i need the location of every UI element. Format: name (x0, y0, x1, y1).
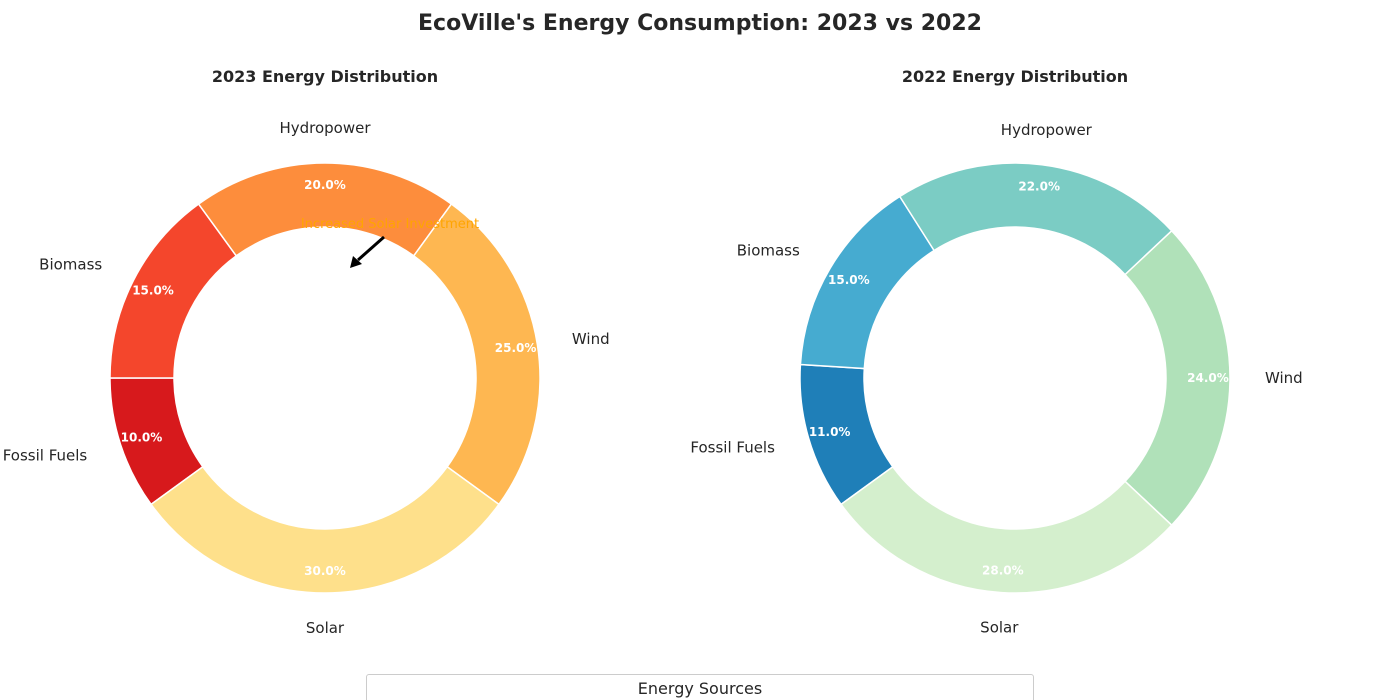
pct-label-2023-fossil-fuels: 10.0% (121, 431, 163, 445)
solar-annotation: Increased Solar Investment (301, 217, 479, 268)
category-label-2023-solar: Solar (306, 619, 345, 637)
annotation-arrow-line (357, 235, 385, 262)
category-label-2022-biomass: Biomass (737, 242, 800, 260)
pct-label-2022-wind: 24.0% (1187, 371, 1229, 385)
category-label-2023-wind: Wind (572, 330, 610, 348)
category-label-2023-hydropower: Hydropower (279, 119, 371, 137)
slice-2022-solar (840, 465, 1173, 594)
annotation-text: Increased Solar Investment (301, 217, 479, 232)
pct-label-2022-solar: 28.0% (982, 564, 1024, 578)
legend: Energy Sources (366, 674, 1034, 700)
category-label-2023-fossil-fuels: Fossil Fuels (3, 446, 88, 464)
category-label-2022-solar: Solar (980, 619, 1019, 637)
slice-2023-solar (150, 465, 500, 594)
pct-label-2022-fossil-fuels: 11.0% (809, 425, 851, 439)
legend-title: Energy Sources (637, 679, 763, 698)
category-label-2022-wind: Wind (1265, 369, 1303, 387)
pct-label-2022-biomass: 15.0% (828, 273, 870, 287)
donut-2023: 10.0% Fossil Fuels 15.0% Biomass 20.0% Hydrop… (3, 119, 610, 637)
chart-canvas: EcoVille's Energy Consumption: 2023 vs 2… (3, 11, 1303, 637)
pct-label-2023-hydropower: 20.0% (304, 178, 346, 192)
donut-2022: 11.0% Fossil Fuels 15.0% Biomass 22.0% Hydrop… (690, 121, 1302, 637)
category-label-2023-biomass: Biomass (39, 256, 102, 274)
annotation-arrow-head (350, 256, 362, 268)
pct-label-2023-wind: 25.0% (495, 341, 537, 355)
chart-title: EcoVille's Energy Consumption: 2023 vs 2… (418, 11, 982, 36)
subplot-title-2022: 2022 Energy Distribution (902, 67, 1128, 86)
pct-label-2023-biomass: 15.0% (132, 283, 174, 297)
pct-label-2022-hydropower: 22.0% (1018, 180, 1060, 194)
pct-label-2023-solar: 30.0% (304, 564, 346, 578)
category-label-2022-fossil-fuels: Fossil Fuels (690, 439, 775, 457)
slice-2023-hydropower (197, 162, 453, 257)
subplot-title-2023: 2023 Energy Distribution (212, 67, 438, 86)
category-label-2022-hydropower: Hydropower (1001, 121, 1093, 139)
